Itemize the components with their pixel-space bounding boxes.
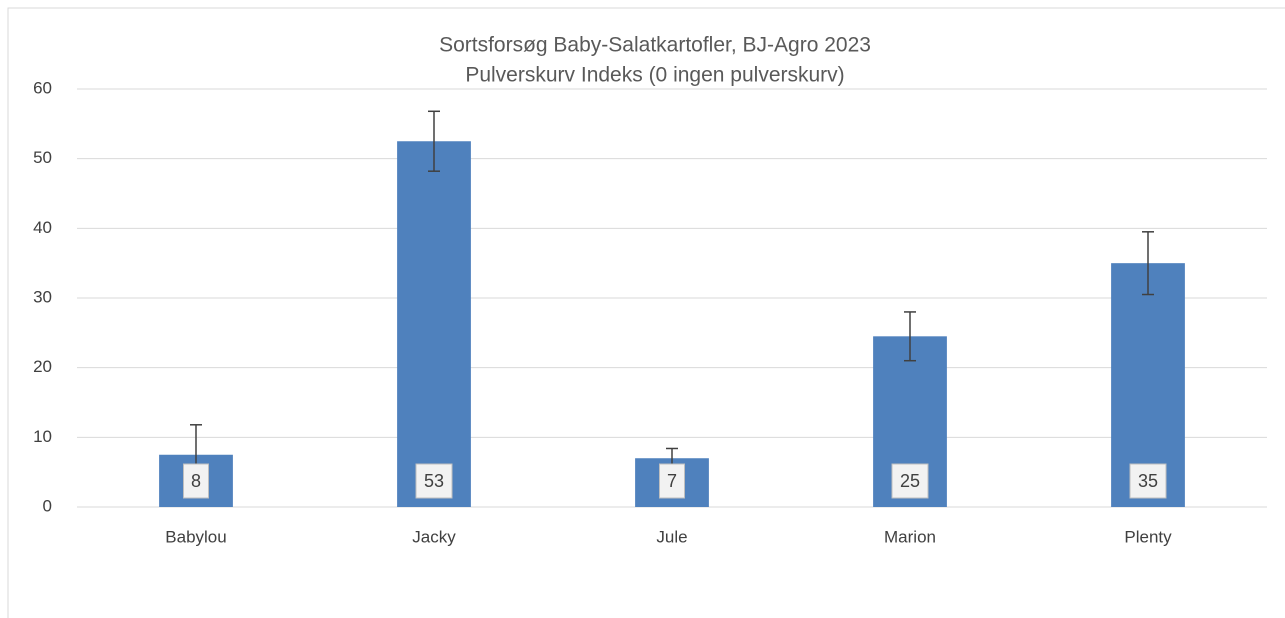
bar [397,141,471,507]
data-label-box [415,463,453,499]
data-label-box [1129,463,1167,499]
data-label-box [659,463,685,499]
x-tick-label: Jacky [412,527,456,546]
x-tick-label: Jule [656,527,687,546]
y-tick-label: 40 [33,218,52,237]
y-tick-label: 10 [33,427,52,446]
y-tick-label: 50 [33,148,52,167]
data-label-box [183,463,209,499]
data-label-box [891,463,929,499]
data-label: 53 [424,471,444,491]
x-tick-label: Babylou [165,527,226,546]
data-label: 35 [1138,471,1158,491]
chart-title: Sortsforsøg Baby-Salatkartofler, BJ-Agro… [439,34,871,57]
x-tick-label: Marion [884,527,936,546]
chart-subtitle: Pulverskurv Indeks (0 ingen pulverskurv) [465,64,844,87]
y-tick-label: 0 [43,496,52,515]
data-label: 25 [900,471,920,491]
y-tick-label: 20 [33,357,52,376]
data-label: 7 [667,471,677,491]
y-tick-label: 60 [33,78,52,97]
data-label: 8 [191,471,201,491]
chart-frame [7,7,1285,618]
x-tick-label: Plenty [1124,527,1172,546]
y-tick-label: 30 [33,287,52,306]
